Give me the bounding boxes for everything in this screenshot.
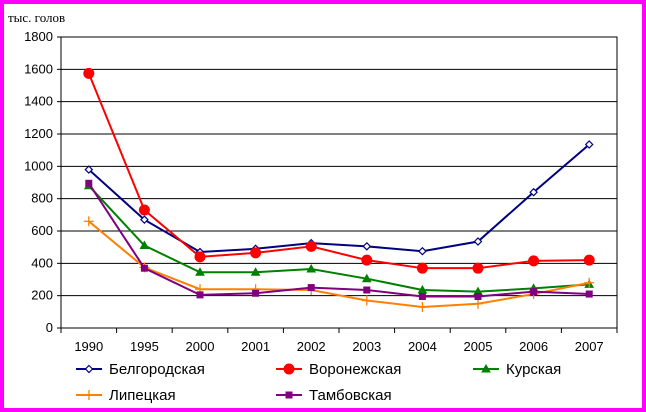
series-line <box>88 143 590 254</box>
data-point <box>473 298 483 309</box>
data-point <box>194 251 206 263</box>
legend-label: Курская <box>506 361 561 378</box>
y-tick-labels: 0 200 400 600 800 1000 1200 1400 1600 1800 <box>24 29 53 335</box>
x-tick-label: 2003 <box>352 339 381 354</box>
data-point <box>361 254 373 266</box>
data-point <box>85 179 93 187</box>
data-point <box>584 277 595 288</box>
data-point <box>418 246 427 256</box>
data-point <box>529 187 538 197</box>
data-point <box>196 291 204 299</box>
data-point <box>306 263 317 273</box>
data-point <box>530 288 538 296</box>
data-point <box>585 290 593 298</box>
x-tick-labels: 1990 1995 2000 2001 2002 2003 2004 2005 2006 2007 <box>74 339 603 354</box>
data-point <box>83 67 95 79</box>
data-point <box>252 289 260 297</box>
data-point <box>250 267 261 276</box>
x-tick-label: 2000 <box>186 339 215 354</box>
series-lines <box>83 67 595 312</box>
data-point <box>583 254 595 266</box>
y-tick-label: 1800 <box>24 29 53 44</box>
data-point <box>418 292 426 300</box>
y-tick-label: 1400 <box>24 94 53 109</box>
legend-item: Тамбовская <box>276 387 392 404</box>
legend-item: Курская <box>473 361 561 378</box>
x-tick-label: 1995 <box>130 339 159 354</box>
data-point <box>139 240 150 250</box>
data-point <box>140 264 148 272</box>
data-point <box>473 237 483 246</box>
legend-label: Липецкая <box>109 387 176 404</box>
data-point <box>361 295 372 306</box>
data-point <box>416 262 428 274</box>
y-tick-label: 1600 <box>24 61 53 76</box>
data-point <box>84 390 94 400</box>
legend-item: Воронежская <box>276 361 401 378</box>
series-line <box>87 72 590 270</box>
legend: Белгородская Воронежская Курская Липецкая Та… <box>76 361 561 404</box>
x-tick-label: 2004 <box>408 339 437 354</box>
legend-label: Белгородская <box>109 361 205 378</box>
y-tick-label: 400 <box>31 255 53 270</box>
data-point <box>305 240 317 252</box>
y-axis-label: тыс. голов <box>8 10 65 25</box>
y-tick-label: 800 <box>31 191 53 206</box>
data-point <box>140 215 149 225</box>
x-tick-label: 2001 <box>241 339 270 354</box>
data-point <box>307 284 315 292</box>
data-point <box>283 363 295 375</box>
y-tick-label: 600 <box>31 223 53 238</box>
data-point <box>584 140 594 149</box>
x-tick-label: 2005 <box>464 339 493 354</box>
legend-item: Липецкая <box>76 387 176 404</box>
series-line <box>88 185 590 293</box>
legend-label: Тамбовская <box>309 387 392 404</box>
series-line <box>87 182 590 298</box>
y-tick-label: 0 <box>46 320 53 335</box>
series-line <box>88 220 590 308</box>
x-tick-label: 2006 <box>519 339 548 354</box>
data-point <box>361 273 372 283</box>
data-point <box>250 247 262 259</box>
data-point <box>472 262 484 274</box>
x-tick-label: 1990 <box>74 339 103 354</box>
data-point <box>362 242 372 251</box>
data-point <box>138 204 150 216</box>
data-point <box>84 165 94 174</box>
y-tick-label: 200 <box>31 288 53 303</box>
x-tick-label: 2002 <box>297 339 326 354</box>
y-tick-label: 1000 <box>24 158 53 173</box>
series-2 <box>83 67 595 274</box>
axes <box>57 36 618 333</box>
legend-item: Белгородская <box>76 361 205 378</box>
data-point <box>285 391 293 399</box>
data-point <box>84 364 94 374</box>
data-point <box>363 286 371 294</box>
legend-label: Воронежская <box>309 361 401 378</box>
x-tick-label: 2007 <box>575 339 604 354</box>
data-point <box>528 255 540 267</box>
data-point <box>417 301 428 312</box>
data-point <box>195 267 205 276</box>
series-5 <box>85 179 593 300</box>
y-tick-label: 1200 <box>24 126 53 141</box>
data-point <box>481 363 491 373</box>
data-point <box>83 216 94 227</box>
data-point <box>474 292 482 300</box>
